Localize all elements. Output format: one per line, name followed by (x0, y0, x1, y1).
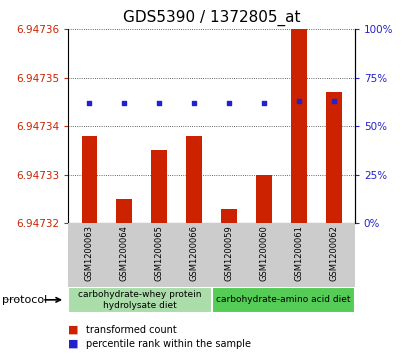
Title: GDS5390 / 1372805_at: GDS5390 / 1372805_at (123, 10, 300, 26)
Text: GSM1200063: GSM1200063 (85, 225, 94, 281)
Bar (256, 175, 272, 223)
Text: transformed count: transformed count (86, 325, 177, 335)
Bar (68, 287, 212, 313)
Bar (186, 136, 202, 223)
Point (156, 100, 163, 106)
Text: GSM1200059: GSM1200059 (225, 225, 234, 281)
Point (226, 100, 232, 106)
Text: GSM1200061: GSM1200061 (295, 225, 303, 281)
Point (295, 98, 302, 104)
Bar (291, 29, 307, 223)
Text: GSM1200064: GSM1200064 (120, 225, 129, 281)
Bar (82, 136, 97, 223)
Point (191, 100, 198, 106)
Point (121, 100, 128, 106)
Text: GSM1200060: GSM1200060 (259, 225, 269, 281)
Text: carbohydrate protocol: carbohydrate protocol (4, 299, 20, 301)
Text: protocol: protocol (2, 295, 47, 305)
Bar (151, 150, 167, 223)
Bar (212, 287, 355, 313)
Text: GSM1200066: GSM1200066 (190, 225, 199, 281)
Text: ■: ■ (68, 325, 79, 335)
Text: ■: ■ (68, 339, 79, 349)
Text: percentile rank within the sample: percentile rank within the sample (86, 339, 251, 349)
Text: carbohydrate-amino acid diet: carbohydrate-amino acid diet (216, 295, 351, 304)
Text: GSM1200062: GSM1200062 (330, 225, 338, 281)
Point (261, 100, 267, 106)
Bar (221, 209, 237, 223)
Point (331, 98, 337, 104)
Point (86, 100, 93, 106)
Text: GSM1200065: GSM1200065 (155, 225, 164, 281)
Bar (326, 92, 342, 223)
Bar (117, 199, 132, 223)
Text: carbohydrate-whey protein
hydrolysate diet: carbohydrate-whey protein hydrolysate di… (78, 290, 202, 310)
